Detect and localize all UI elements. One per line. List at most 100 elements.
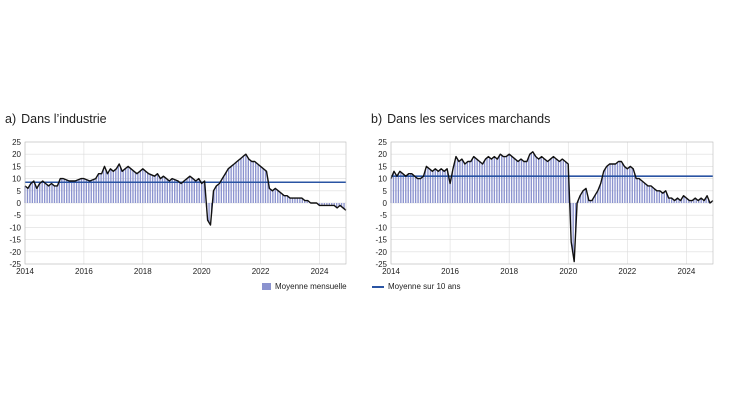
bar — [88, 180, 90, 203]
bar — [296, 198, 299, 203]
legend-label: Moyenne sur 10 ans — [388, 282, 461, 291]
bar — [331, 203, 333, 206]
bar — [225, 172, 227, 203]
bar — [259, 166, 262, 203]
bar — [294, 198, 296, 203]
bar — [427, 167, 429, 203]
bar — [193, 179, 196, 203]
bar — [693, 199, 695, 203]
bar — [340, 203, 343, 207]
bar — [105, 170, 107, 203]
y-tick-label: -5 — [380, 211, 388, 220]
bar — [181, 182, 183, 203]
bar — [115, 169, 117, 203]
y-tick-label: 0 — [383, 199, 388, 208]
bar — [304, 200, 306, 203]
bar — [264, 170, 267, 203]
y-tick-label: 15 — [12, 162, 21, 171]
x-tick-label: 2014 — [16, 267, 34, 276]
bar — [174, 179, 176, 203]
bar — [328, 203, 330, 206]
bar — [597, 190, 599, 203]
bar — [683, 196, 685, 203]
bar — [414, 176, 417, 203]
bar — [653, 188, 656, 203]
bar — [97, 173, 100, 203]
bar — [218, 183, 220, 203]
bar — [464, 163, 466, 203]
panel-letter: a) — [5, 112, 17, 126]
bar — [186, 178, 188, 203]
y-tick-label: -25 — [375, 260, 387, 269]
x-tick-label: 2014 — [382, 267, 400, 276]
bar — [634, 173, 636, 203]
panel-title-text: Dans les services marchands — [387, 112, 551, 126]
bar — [540, 157, 542, 203]
bar — [451, 171, 454, 203]
x-tick-label: 2024 — [678, 267, 696, 276]
x-tick-label: 2024 — [311, 267, 329, 276]
bar — [112, 171, 115, 203]
bar — [110, 169, 112, 203]
y-tick-label: -15 — [9, 236, 21, 245]
bar — [156, 173, 159, 203]
bar — [395, 174, 397, 203]
bar — [616, 162, 619, 203]
bar — [75, 180, 78, 203]
bar — [446, 171, 449, 203]
bar — [90, 180, 92, 203]
bar — [533, 153, 535, 203]
y-tick-label: 10 — [12, 175, 21, 184]
bar — [58, 181, 61, 203]
x-tick-label: 2016 — [75, 267, 93, 276]
bar — [412, 174, 414, 203]
bar — [149, 174, 151, 203]
plot-frame — [24, 141, 347, 265]
bar — [491, 158, 493, 203]
bar — [336, 203, 338, 208]
bar — [574, 203, 577, 233]
y-tick-label: 5 — [383, 187, 388, 196]
bar — [594, 194, 597, 203]
bar — [476, 159, 478, 203]
bar — [407, 174, 409, 203]
bar — [621, 163, 624, 203]
bar — [46, 184, 48, 203]
bar — [661, 192, 663, 203]
bar — [510, 156, 513, 203]
bar — [122, 170, 124, 203]
bar — [326, 203, 328, 206]
bar — [471, 159, 473, 203]
bar — [688, 200, 690, 203]
bar — [318, 203, 321, 206]
bar — [338, 203, 340, 207]
bar — [602, 175, 604, 203]
bar — [572, 203, 574, 256]
bar — [557, 160, 560, 203]
bar — [685, 198, 688, 203]
bar — [191, 177, 193, 203]
bar — [73, 181, 75, 203]
bar — [333, 203, 335, 206]
bar — [129, 168, 132, 203]
bar — [592, 198, 594, 203]
bar — [321, 203, 323, 206]
bar — [513, 158, 515, 203]
bar — [410, 173, 412, 203]
y-tick-label: -20 — [9, 248, 21, 257]
bar — [272, 190, 274, 203]
bar — [78, 179, 80, 203]
y-tick-label: -10 — [9, 223, 21, 232]
bar — [56, 185, 58, 203]
bar — [262, 168, 264, 203]
bar — [26, 187, 29, 203]
bar — [301, 198, 303, 203]
bar — [498, 155, 500, 203]
bar — [666, 193, 668, 203]
bar — [474, 157, 476, 203]
bar — [434, 168, 436, 203]
bar — [291, 198, 294, 203]
bar — [267, 179, 269, 203]
bar — [552, 156, 555, 203]
bar — [508, 154, 510, 203]
